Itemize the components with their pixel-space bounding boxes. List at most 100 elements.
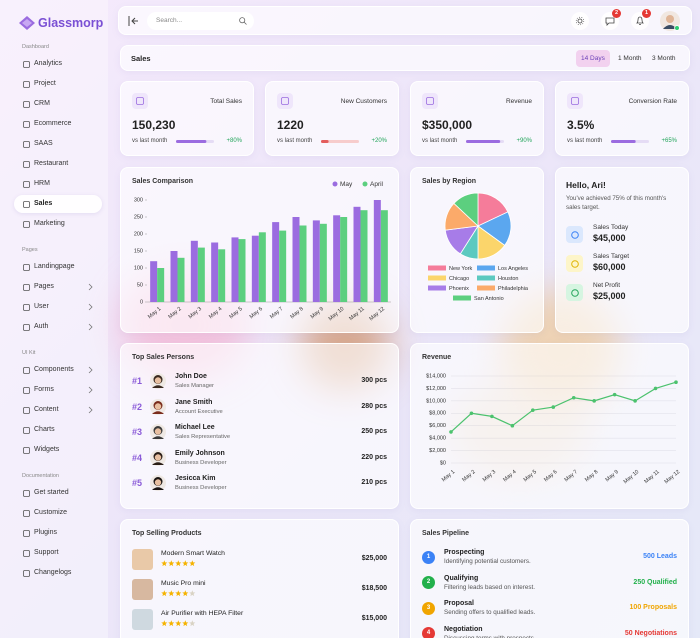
bar — [197, 247, 205, 302]
bar — [231, 237, 239, 302]
stat-icon — [566, 226, 583, 243]
nav-item[interactable]: Changelogs — [14, 564, 102, 582]
nav-icon-shape — [23, 80, 30, 88]
step-number: 3 — [422, 601, 435, 615]
y-tick-label: 100 — [134, 265, 143, 271]
card-title: Sales Comparison — [132, 178, 194, 185]
nav-icon-shape — [23, 406, 30, 414]
nav-icon — [23, 303, 30, 311]
star — [189, 590, 196, 597]
nav-label: Landingpage — [34, 263, 75, 270]
bar — [353, 206, 361, 302]
alerts-button[interactable]: 1 — [631, 9, 651, 30]
x-tick-label: May 1 — [147, 306, 162, 320]
product-name: Air Purifier with HEPA Filter — [161, 610, 244, 617]
nav-item[interactable]: Pages — [14, 278, 102, 296]
nav-item[interactable]: Charts — [14, 421, 102, 439]
product-rating — [161, 560, 196, 567]
kpi-change: +20% — [371, 138, 387, 144]
nav-item[interactable]: Marketing — [14, 215, 102, 233]
legend-swatch — [477, 285, 495, 291]
kpi-icon-glyph — [136, 97, 144, 105]
nav-item[interactable]: CRM — [14, 95, 102, 113]
nav-item[interactable]: Widgets — [14, 441, 102, 459]
y-tick-label: $4,000 — [429, 436, 446, 442]
y-tick-label: $8,000 — [429, 411, 446, 417]
theme-button[interactable] — [571, 12, 589, 30]
revenue-point — [571, 395, 576, 400]
nav-item[interactable]: Ecommerce — [14, 115, 102, 133]
nav-icon — [23, 263, 30, 271]
nav-item[interactable]: Analytics — [14, 55, 102, 73]
nav-item[interactable]: Sales — [14, 195, 102, 213]
nav-item[interactable]: Plugins — [14, 524, 102, 542]
stage-name: Proposal — [444, 600, 474, 607]
nav-icon — [23, 366, 30, 374]
nav-item[interactable]: Landingpage — [14, 258, 102, 276]
search-icon — [239, 17, 247, 25]
bar — [319, 223, 327, 302]
kpi-value: $350,000 — [422, 118, 473, 132]
bar — [258, 232, 266, 302]
stat-icon — [566, 284, 583, 301]
person-sales: 250 pcs — [361, 428, 387, 435]
revenue-point — [490, 414, 494, 419]
line-chart: $0 $2,000 $4,000 $6,000 $8,000 $10,000 $12,000… — [426, 373, 682, 485]
step-number: 4 — [422, 627, 435, 638]
nav-item[interactable]: Customize — [14, 504, 102, 522]
bar — [340, 217, 348, 302]
stage-description: Sending offers to qualified leads. — [444, 609, 536, 616]
person-sales: 220 pcs — [361, 453, 387, 461]
nav-item[interactable]: Restaurant — [14, 155, 102, 173]
bar — [333, 215, 341, 302]
greeting-card: Hello, Ari! You've achieved 75% of this m… — [555, 167, 689, 333]
messages-button[interactable]: 2 — [601, 9, 621, 30]
star — [168, 560, 175, 567]
nav-item[interactable]: Components — [14, 361, 102, 379]
stat-label: Sales Today — [593, 224, 629, 231]
nav-icon-shape — [23, 323, 30, 331]
person-role: Sales Manager — [175, 383, 214, 389]
nav-item[interactable]: Content — [14, 401, 102, 419]
person-name: Michael Lee — [175, 424, 215, 431]
nav-icon-shape — [23, 549, 30, 557]
range-tab[interactable]: 3 Month — [652, 55, 676, 62]
y-tick-label: $10,000 — [426, 398, 446, 404]
nav-item[interactable]: HRM — [14, 175, 102, 193]
chevron — [88, 406, 93, 414]
search-box[interactable]: Search... — [147, 12, 254, 30]
range-tab[interactable]: 14 Days — [576, 50, 610, 67]
bell-shape — [636, 16, 644, 25]
nav-item[interactable]: Forms — [14, 381, 102, 399]
stage-count: 500 Leads — [643, 553, 677, 560]
nav-icon — [23, 100, 30, 108]
x-tick-label: May 12 — [664, 469, 682, 485]
nav-item[interactable]: Auth — [14, 318, 102, 336]
range-tab[interactable]: 1 Month — [618, 55, 642, 62]
x-tick-label: May 5 — [523, 469, 538, 483]
nav-item[interactable]: Get started — [14, 484, 102, 502]
progress-fill — [176, 140, 207, 143]
chevron-shape — [88, 283, 93, 291]
chevron-shape — [88, 406, 93, 414]
nav-item[interactable]: SAAS — [14, 135, 102, 153]
avatar-body — [152, 436, 164, 439]
nav-item[interactable]: Support — [14, 544, 102, 562]
person-role: Account Executive — [175, 408, 223, 415]
nav-item[interactable]: User — [14, 298, 102, 316]
revenue-point — [633, 399, 637, 403]
person-avatar — [150, 449, 166, 466]
rank: #4 — [132, 452, 143, 463]
nav-item[interactable]: Project — [14, 75, 102, 93]
nav-icon — [23, 80, 30, 88]
nav-icon — [23, 323, 30, 331]
nav-icon-shape — [23, 509, 30, 517]
stage-count: 100 Proposals — [629, 604, 677, 611]
nav-icon-shape — [23, 446, 30, 454]
message-icon — [605, 17, 615, 26]
nav-icon — [23, 509, 30, 517]
kpi-change: +65% — [661, 138, 677, 144]
nav-icon-shape — [23, 160, 30, 168]
logo — [19, 16, 35, 30]
x-tick-label: May 12 — [368, 306, 386, 322]
